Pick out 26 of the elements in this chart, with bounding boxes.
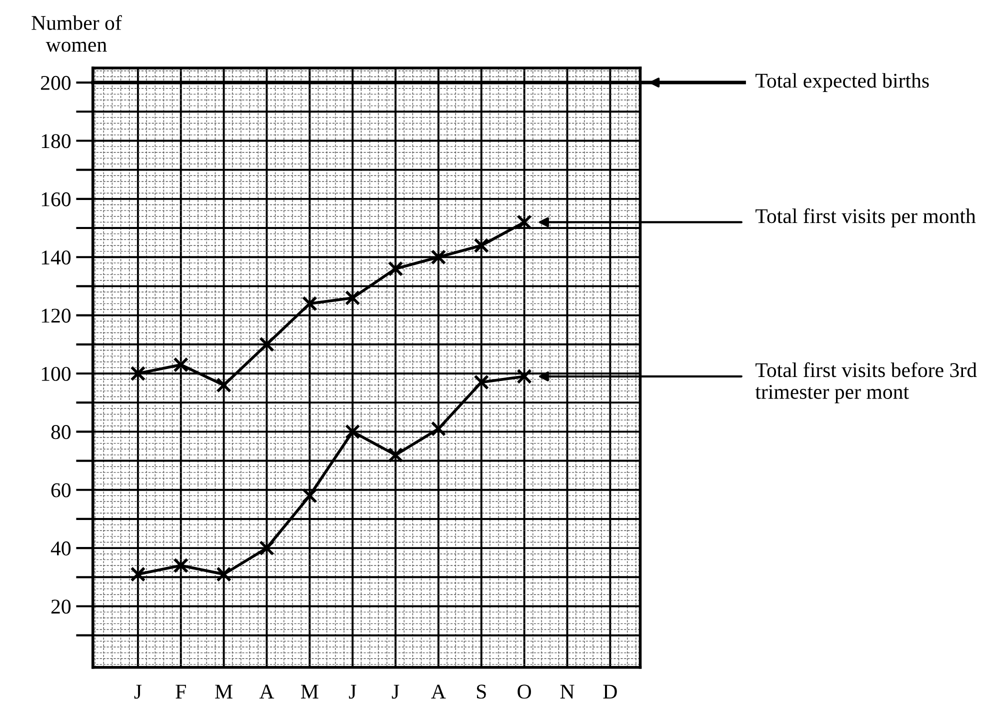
text: Total first visits before 3rd trimester per mont: [755, 362, 977, 404]
text: Total first visits per month: [756, 208, 976, 228]
x-tick-label: M: [301, 684, 318, 698]
x-tick-label: J: [134, 684, 142, 699]
y-tick-label: 180: [42, 134, 71, 148]
x-tick-label: A: [431, 684, 446, 698]
y-axis-title: Number of women: [32, 15, 122, 52]
y-tick-label: 20: [51, 600, 71, 614]
y-tick-label: 120: [42, 308, 71, 323]
y-tick-label: 140: [42, 250, 71, 265]
ref-line-label: Total expected births: [756, 73, 929, 92]
y-tick-label: 160: [42, 192, 71, 206]
y-tick-label: 200: [41, 76, 71, 90]
x-tick-label: D: [603, 684, 617, 699]
x-tick-label: F: [176, 684, 186, 698]
y-tick-label: 40: [50, 541, 71, 556]
x-tick-label: J: [392, 684, 400, 699]
y-tick-label: 80: [51, 425, 71, 440]
x-tick-label: S: [476, 684, 486, 699]
x-tick-label: N: [560, 684, 574, 698]
x-tick-label: O: [518, 684, 531, 699]
x-tick-label: M: [215, 684, 232, 698]
y-tick-label: 60: [51, 483, 71, 498]
y-tick-label: 100: [42, 366, 71, 381]
x-tick-label: A: [259, 684, 274, 698]
x-tick-label: J: [348, 684, 356, 699]
